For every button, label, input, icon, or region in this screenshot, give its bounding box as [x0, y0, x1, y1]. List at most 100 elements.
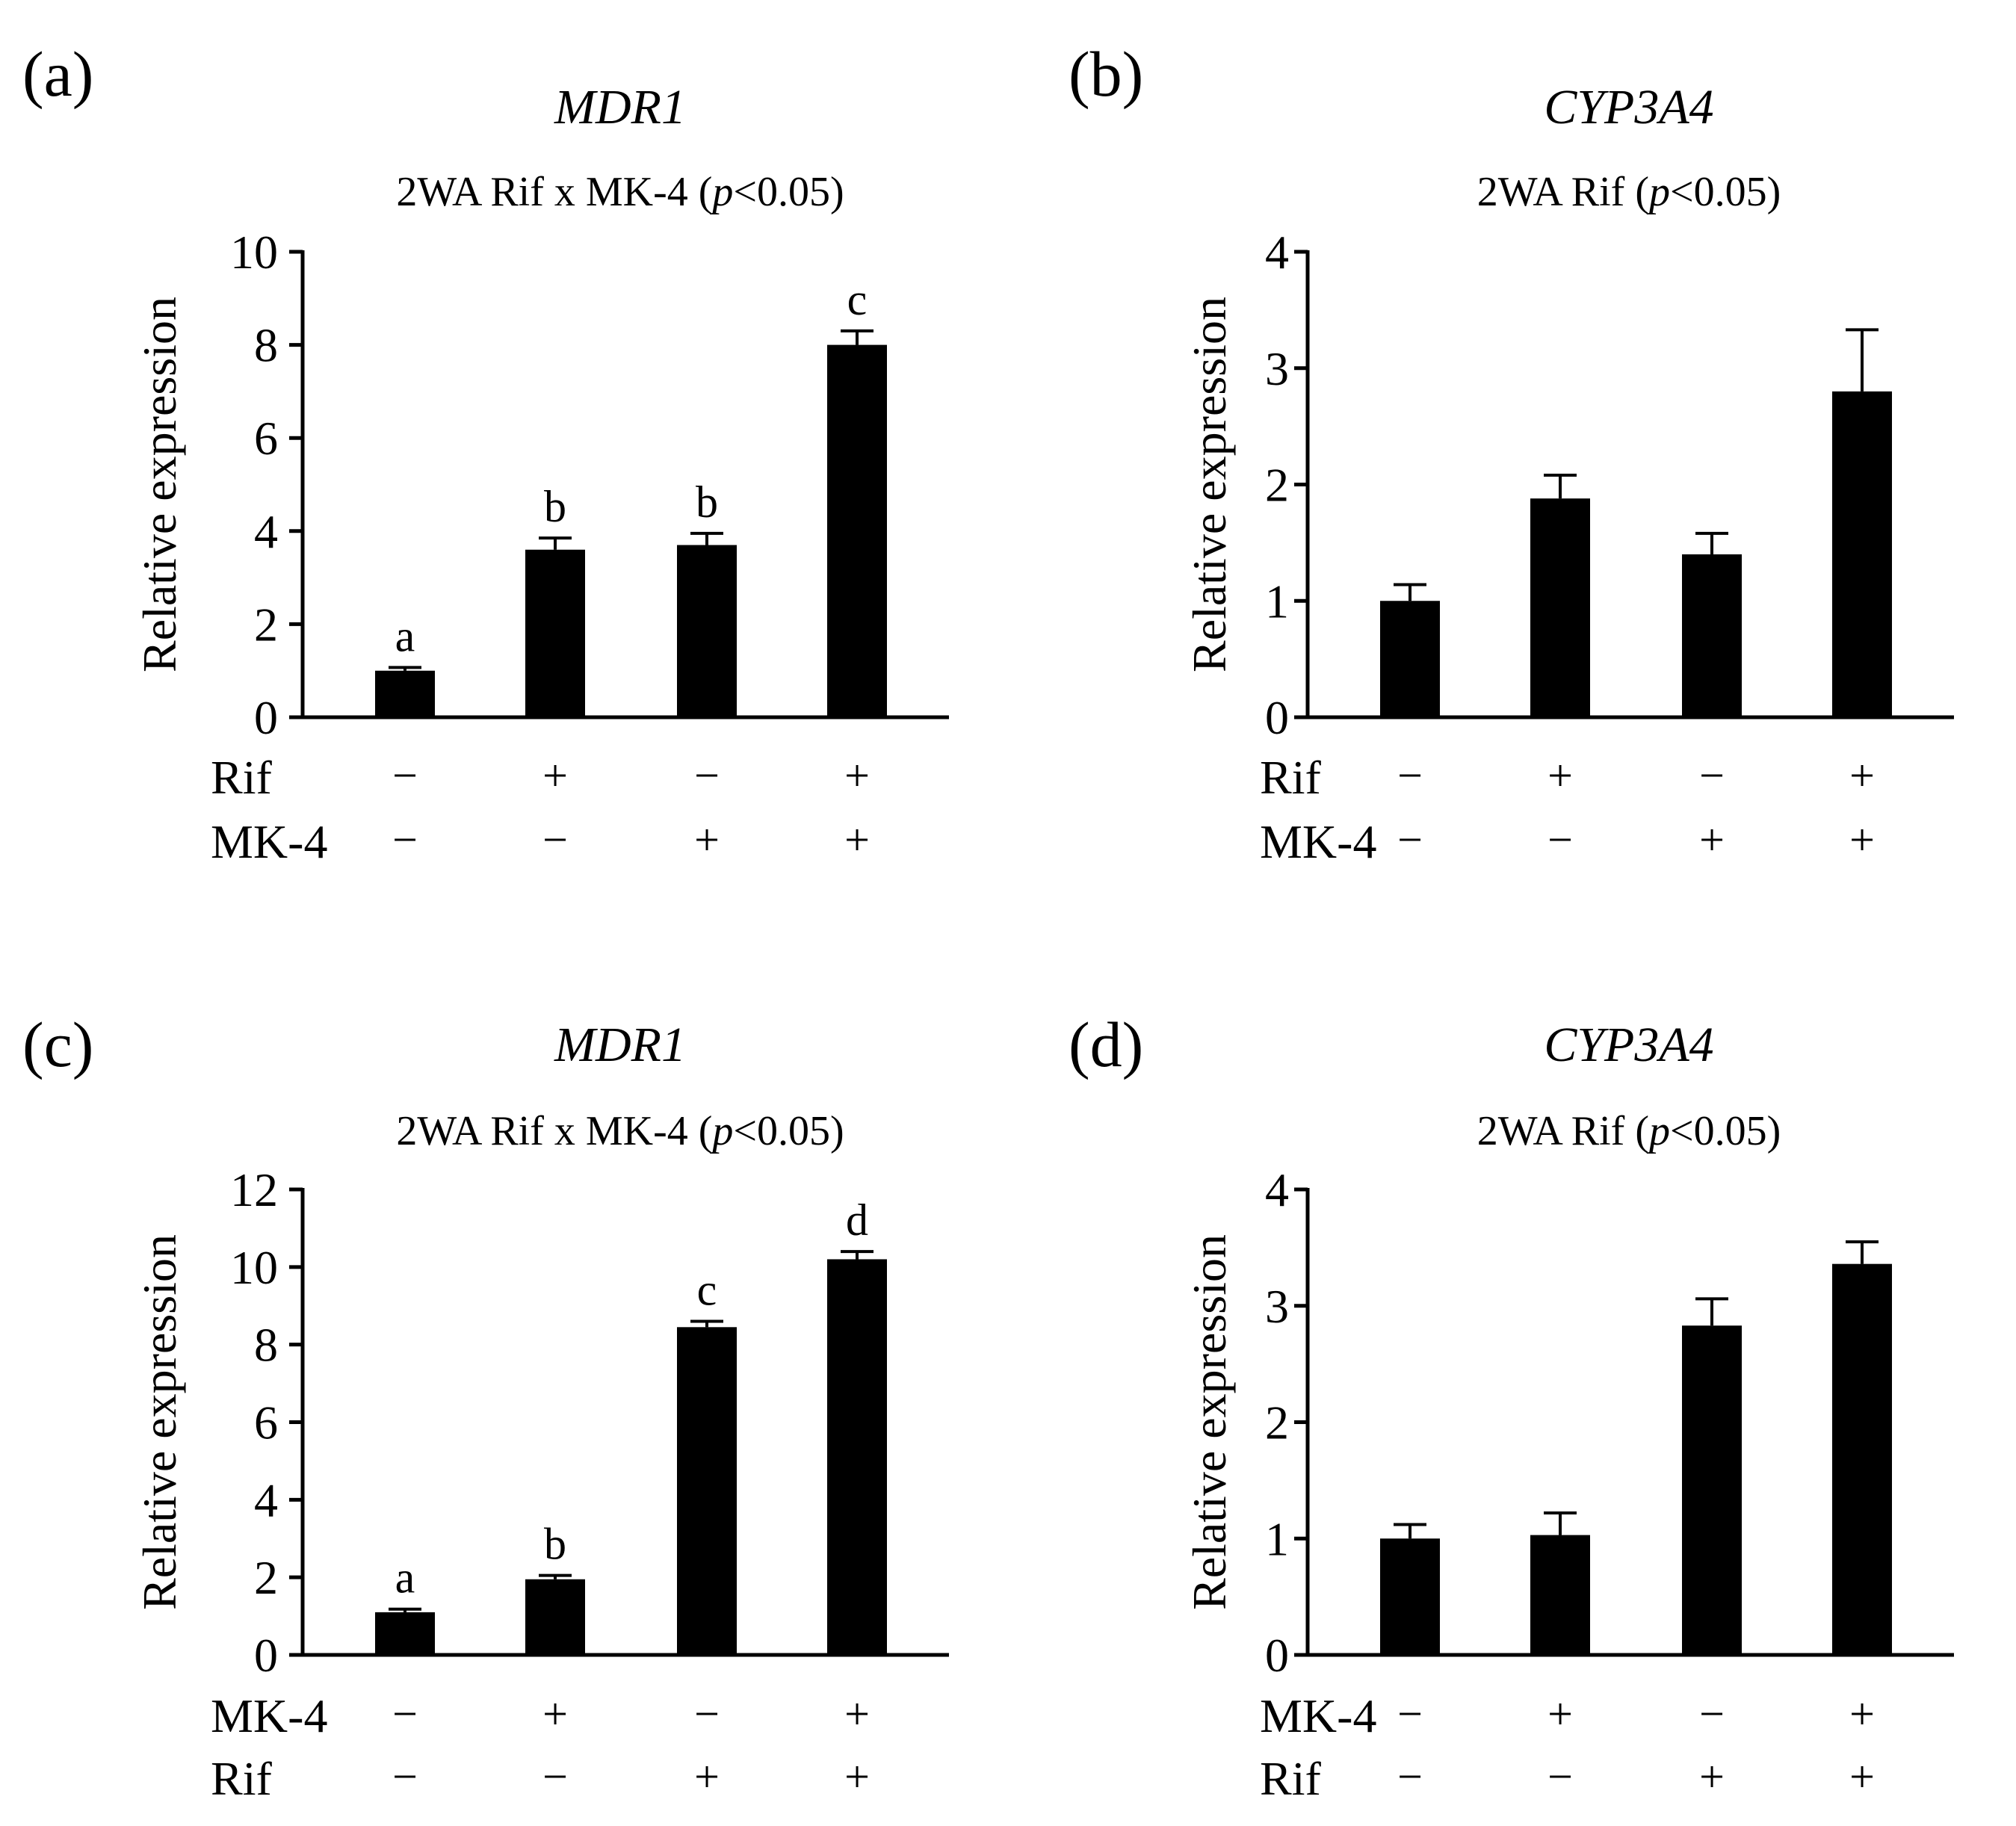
chart-subtitle: 2WA Rif x MK-4 (p<0.05) — [396, 169, 844, 215]
significance-letter: b — [544, 1520, 566, 1569]
factor-sign: + — [694, 815, 720, 864]
subtitle-prefix: 2WA Rif ( — [1477, 169, 1649, 215]
bar — [525, 1579, 585, 1655]
subtitle-prefix: 2WA Rif x MK-4 ( — [396, 1108, 712, 1154]
y-axis-label: Relative expression — [1183, 297, 1236, 672]
factor-label: MK-4 — [211, 1689, 327, 1742]
y-tick-label: 2 — [1265, 1396, 1289, 1449]
subtitle-p: p — [709, 169, 733, 215]
subtitle-p: p — [709, 1108, 733, 1154]
y-tick-label: 4 — [1265, 1163, 1289, 1216]
subtitle-prefix: 2WA Rif ( — [1477, 1108, 1649, 1154]
factor-sign: + — [1699, 815, 1725, 864]
bar — [1832, 1263, 1892, 1655]
bar — [827, 1259, 887, 1655]
subtitle-suffix: <0.05) — [1670, 1108, 1781, 1154]
factor-label: Rif — [1260, 751, 1321, 804]
y-tick-label: 0 — [254, 1629, 278, 1682]
y-tick-label: 3 — [1265, 1280, 1289, 1333]
bar — [677, 545, 737, 717]
factor-sign: + — [1547, 751, 1573, 800]
factor-sign: − — [542, 1752, 568, 1801]
factor-sign: + — [1547, 1689, 1573, 1739]
bar — [1682, 554, 1742, 717]
subtitle-p: p — [1646, 169, 1670, 215]
factor-label: Rif — [1260, 1752, 1321, 1805]
y-tick-label: 8 — [254, 1319, 278, 1372]
subtitle-suffix: <0.05) — [733, 1108, 844, 1154]
factor-sign: − — [1397, 815, 1423, 864]
subtitle-suffix: <0.05) — [733, 169, 844, 215]
y-axis-label: Relative expression — [1183, 1234, 1236, 1610]
factor-sign: − — [1547, 815, 1573, 864]
y-tick-label: 4 — [1265, 226, 1289, 279]
y-tick-label: 12 — [230, 1163, 278, 1216]
significance-letter: d — [846, 1195, 868, 1245]
bar — [525, 549, 585, 717]
y-tick-label: 2 — [254, 1551, 278, 1604]
panel-c: (c) MDR1 2WA Rif x MK-4 (p<0.05) Relative e… — [22, 1009, 949, 1805]
factor-label: MK-4 — [1260, 815, 1376, 868]
factor-sign: − — [1397, 1752, 1423, 1801]
y-tick-label: 10 — [230, 226, 278, 279]
y-tick-label: 6 — [254, 412, 278, 465]
factor-sign: − — [392, 1752, 418, 1801]
factor-sign: − — [694, 1689, 720, 1739]
y-tick-label: 2 — [1265, 459, 1289, 512]
bar — [677, 1327, 737, 1655]
chart-subtitle: 2WA Rif (p<0.05) — [1477, 169, 1781, 215]
significance-letter: b — [696, 477, 718, 527]
y-tick-label: 0 — [1265, 691, 1289, 744]
factor-sign: − — [1397, 1689, 1423, 1739]
factor-sign: + — [1699, 1752, 1725, 1801]
factor-sign: − — [392, 751, 418, 800]
y-tick-label: 2 — [254, 598, 278, 651]
factor-sign: + — [1849, 1689, 1875, 1739]
factor-sign: − — [1397, 751, 1423, 800]
y-axis-label: Relative expression — [133, 1234, 186, 1610]
significance-letter: c — [847, 275, 868, 324]
y-tick-label: 0 — [1265, 1629, 1289, 1682]
y-tick-label: 4 — [254, 1473, 278, 1526]
y-tick-label: 10 — [230, 1241, 278, 1294]
y-tick-label: 4 — [254, 505, 278, 558]
panel-a: (a) MDR1 2WA Rif x MK-4 (p<0.05) Relative e… — [22, 38, 949, 868]
y-tick-label: 3 — [1265, 342, 1289, 395]
factor-sign: − — [1547, 1752, 1573, 1801]
chart-title: MDR1 — [554, 80, 686, 134]
bar — [375, 670, 435, 717]
y-axis-label: Relative expression — [133, 297, 186, 672]
significance-letter: a — [395, 611, 415, 660]
factor-sign: − — [694, 751, 720, 800]
factor-sign: + — [694, 1752, 720, 1801]
chart-title: MDR1 — [554, 1018, 686, 1072]
factor-sign: − — [542, 815, 568, 864]
factor-sign: − — [1699, 1689, 1725, 1739]
factor-sign: − — [392, 1689, 418, 1739]
subtitle-suffix: <0.05) — [1670, 169, 1781, 215]
bar — [1530, 1535, 1590, 1655]
y-tick-label: 8 — [254, 319, 278, 372]
subtitle-prefix: 2WA Rif x MK-4 ( — [396, 169, 712, 215]
factor-sign: + — [844, 1752, 870, 1801]
factor-sign: + — [1849, 815, 1875, 864]
panel-label: (d) — [1069, 1009, 1143, 1080]
y-tick-label: 1 — [1265, 575, 1289, 628]
bar — [1380, 601, 1440, 717]
subtitle-p: p — [1646, 1108, 1670, 1154]
chart-subtitle: 2WA Rif (p<0.05) — [1477, 1108, 1781, 1154]
factor-label: Rif — [211, 1752, 272, 1805]
bar — [1380, 1538, 1440, 1655]
factor-sign: + — [542, 751, 568, 800]
chart-title: CYP3A4 — [1544, 80, 1713, 134]
factor-sign: − — [1699, 751, 1725, 800]
factor-sign: + — [1849, 751, 1875, 800]
factor-sign: + — [844, 1689, 870, 1739]
factor-label: Rif — [211, 751, 272, 804]
factor-label: MK-4 — [1260, 1689, 1376, 1742]
factor-label: MK-4 — [211, 815, 327, 868]
factor-sign: + — [844, 815, 870, 864]
bar — [827, 344, 887, 717]
significance-letter: b — [544, 482, 566, 531]
